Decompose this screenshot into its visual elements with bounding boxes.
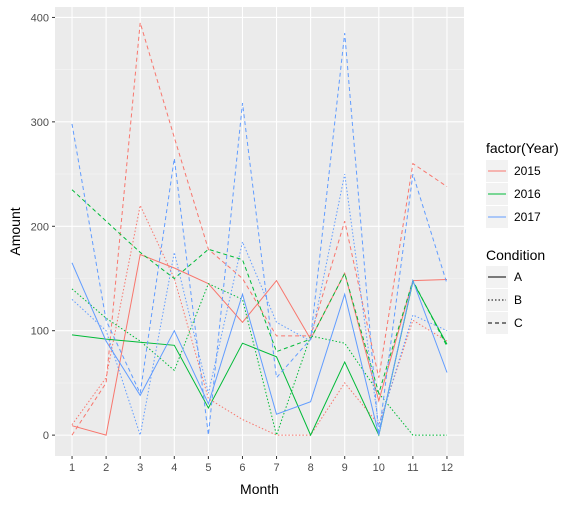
y-tick-label: 200 (31, 221, 49, 233)
x-tick-label: 12 (441, 462, 453, 474)
x-tick-label: 7 (273, 462, 279, 474)
color-legend-label: 2015 (514, 164, 541, 178)
y-tick-label: 0 (43, 430, 49, 442)
series-line-2016-c (71, 189, 448, 396)
x-tick-label: 4 (171, 462, 177, 474)
y-axis-title: Amount (7, 207, 23, 255)
x-tick-label: 11 (407, 462, 418, 474)
grid-layer (55, 7, 464, 456)
x-tick-label: 8 (308, 462, 314, 474)
y-tick-label: 300 (31, 117, 49, 129)
legend-key-bg (486, 289, 508, 311)
linetype-legend-label: B (514, 293, 522, 307)
linetype-legend-label: A (514, 270, 522, 284)
x-tick-label: 10 (373, 462, 385, 474)
panel-background (55, 7, 464, 456)
color-legend-label: 2016 (514, 187, 541, 201)
series-line-2015-c (71, 22, 448, 436)
series-line-2015-b (71, 203, 448, 436)
x-tick-label: 1 (69, 462, 75, 474)
x-tick-label: 3 (137, 462, 143, 474)
series-line-2015-a (71, 253, 448, 436)
y-tick-label: 100 (31, 326, 49, 338)
color-legend-title: factor(Year) (486, 140, 559, 156)
color-legend-label: 2017 (514, 210, 541, 224)
y-tick-label: 400 (31, 12, 49, 24)
series-line-2017-b (71, 173, 448, 436)
linetype-legend-label: C (514, 316, 523, 330)
linetype-legend-title: Condition (486, 247, 545, 263)
x-axis-title: Month (240, 481, 279, 497)
x-tick-label: 9 (342, 462, 348, 474)
legend-layer: factor(Year) 2015 2016 2017 Condition ABC (486, 140, 559, 334)
x-tick-label: 6 (239, 462, 245, 474)
series-layer (71, 22, 448, 437)
series-line-2017-c (71, 33, 448, 436)
x-tick-label: 2 (103, 462, 109, 474)
x-tick-label: 5 (205, 462, 211, 474)
